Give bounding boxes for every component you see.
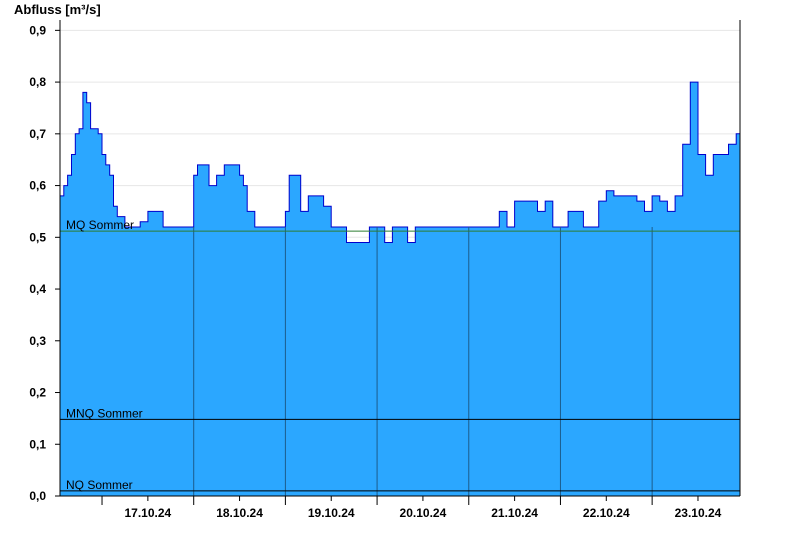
y-tick-label: 0,2	[29, 386, 46, 400]
x-tick-label: 17.10.24	[125, 506, 172, 520]
x-tick-label: 22.10.24	[583, 506, 630, 520]
y-tick-label: 0,7	[29, 127, 46, 141]
x-tick-label: 21.10.24	[491, 506, 538, 520]
reference-line-label: NQ Sommer	[66, 478, 133, 492]
y-axis: 0,0 0,1 0,2 0,3 0,4 0,5 0,6 0,7 0,8 0,9	[29, 23, 60, 503]
y-tick-label: 0,9	[29, 23, 46, 37]
reference-line-label: MNQ Sommer	[66, 406, 143, 420]
reference-lines: MQ Sommer MNQ Sommer NQ Sommer	[60, 218, 740, 496]
y-tick-label: 0,6	[29, 179, 46, 193]
x-tick-label: 20.10.24	[400, 506, 447, 520]
x-tick-label: 19.10.24	[308, 506, 355, 520]
plot-frame	[59, 20, 741, 497]
x-tick-label: 18.10.24	[216, 506, 263, 520]
y-tick-label: 0,4	[29, 282, 46, 296]
y-tick-label: 0,3	[29, 334, 46, 348]
discharge-area	[60, 82, 740, 496]
y-axis-label: Abfluss [m³/s]	[14, 2, 101, 17]
x-axis: 17.10.24 18.10.24 19.10.24 20.10.24 21.10.24…	[101, 496, 722, 520]
y-tick-label: 0,8	[29, 75, 46, 89]
y-tick-label: 0,1	[29, 437, 46, 451]
y-tick-label: 0,0	[29, 489, 46, 503]
y-tick-label: 0,5	[29, 230, 46, 244]
discharge-line	[60, 81, 741, 243]
x-tick-label: 23.10.24	[675, 506, 722, 520]
reference-line-label: MQ Sommer	[66, 218, 134, 232]
